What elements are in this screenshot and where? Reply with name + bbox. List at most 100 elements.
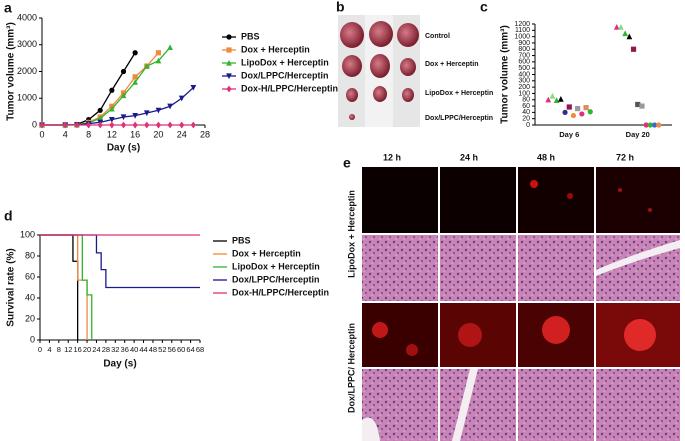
marker [132,121,138,129]
marker [579,111,585,117]
x-tick-label: 24 [177,129,187,139]
column-label: 72 h [616,152,634,162]
x-tick-label: 44 [139,345,147,354]
marker [167,121,173,129]
y-tick-label: 800 [518,46,530,53]
x-tick-label: 16 [73,345,81,354]
y-tick-label: 1000 [514,33,530,40]
x-tick-label: 4 [47,345,51,354]
y-tick-label: 300 [518,78,530,85]
marker [39,121,45,129]
y-tick-label: 60 [522,103,530,110]
marker [97,121,103,129]
series-line [42,52,136,126]
series-line [42,46,171,126]
marker [587,109,593,115]
x-tick-label: 16 [130,129,140,139]
y-tick-label: 20 [522,116,530,123]
y-tick-label: 4000 [17,12,37,22]
marker [167,103,173,110]
marker [190,121,196,129]
marker [630,46,637,52]
marker [190,84,197,91]
legend-label: Dox-H/LPPC/Herceptin [241,83,338,93]
marker [120,68,127,75]
marker [155,121,162,129]
marker [626,33,633,40]
marker [155,57,162,64]
y-tick-label: 40 [522,109,530,116]
marker [74,121,80,129]
x-tick-label: 0 [38,345,42,354]
x-tick-label: 40 [130,345,138,354]
legend-label: Dox + Herceptin [241,44,310,54]
marker [656,122,662,128]
x-tick-label: 28 [102,345,110,354]
x-tick-label: 8 [57,345,61,354]
y-axis-label: Tumor volume (mm³) [6,22,17,121]
marker [179,121,185,129]
legend-label: LipoDox + Herceptin [232,261,320,271]
y-tick-label: 80 [25,250,35,260]
x-tick-label: 0 [39,129,44,139]
marker [566,104,572,110]
panel-label: b [336,0,345,15]
x-tick-label: 64 [186,345,194,354]
y-tick-label: 3000 [17,39,37,49]
x-axis-label: Day (s) [107,143,140,154]
series-line [40,234,200,289]
marker [226,34,232,40]
y-tick-label: 60 [25,271,35,281]
marker [132,79,139,85]
row-label: LipoDox + Herceptin [346,190,356,278]
marker [622,30,629,37]
photo-label: Control [425,33,450,40]
x-tick-label: 4 [63,129,68,139]
x-tick-label: 12 [107,129,117,139]
legend-label: PBS [232,235,251,245]
marker [618,24,624,30]
marker [613,24,620,30]
y-tick-label: 0 [526,122,530,129]
x-tick-label: 68 [196,345,204,354]
column-label: 48 h [537,152,555,162]
marker [143,110,150,117]
x-tick-label: 60 [177,345,185,354]
x-tick-label: 20 [153,129,163,139]
x-tick-label: 28 [200,129,210,139]
x-tick-label: 24 [92,345,100,354]
y-tick-label: 0 [32,119,37,129]
y-tick-label: 2000 [17,66,37,76]
y-axis-label: Tumor volume (mm³) [500,25,511,124]
x-tick-label: 32 [111,345,119,354]
marker [97,107,103,113]
x-tick-label: 12 [64,345,72,354]
legend-label: Dox-H/LPPC/Herceptin [232,287,329,297]
x-tick-label: 56 [168,345,176,354]
marker [583,105,589,111]
marker [109,87,115,93]
x-tick-label: Day 6 [559,130,579,139]
y-axis-label: Survival rate (%) [6,248,17,326]
marker [643,122,649,128]
y-tick-label: 40 [25,292,35,302]
marker [226,85,232,93]
marker [155,50,162,56]
row-label: Dox/LPPC/ Herceptin [346,323,356,413]
photo-label: LipoDox + Herceptin [425,90,493,97]
legend-label: Dox/LPPC/Herceptin [232,274,320,284]
panel-label: a [4,0,12,16]
legend-label: PBS [241,31,260,41]
y-tick-label: 1100 [515,27,530,34]
marker [635,101,641,108]
panel-label: c [480,0,488,15]
legend-label: Dox/LPPC/Herceptin [241,70,329,80]
marker [108,105,115,112]
photo-label: Dox + Herceptin [425,61,479,68]
legend-label: LipoDox + Herceptin [241,57,329,67]
marker [120,121,127,129]
marker [651,122,658,128]
x-tick-label: 52 [158,345,166,354]
marker [144,121,150,129]
